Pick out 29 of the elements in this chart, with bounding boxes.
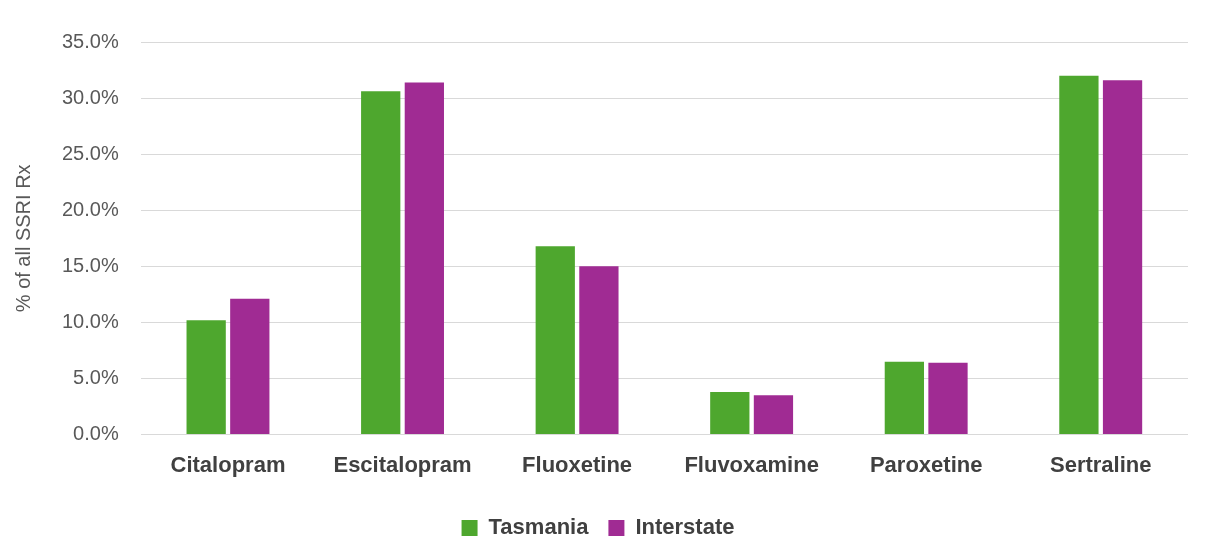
bar bbox=[1102, 80, 1143, 435]
bar bbox=[753, 395, 794, 435]
x-tick-label: Fluoxetine bbox=[522, 451, 633, 477]
legend-label: Tasmania bbox=[488, 514, 590, 540]
x-tick-label: Fluvoxamine bbox=[684, 451, 819, 477]
bar bbox=[361, 91, 401, 435]
y-tick-label: 25.0% bbox=[61, 141, 119, 164]
bar bbox=[186, 320, 226, 435]
x-tick-label: Citalopram bbox=[170, 451, 286, 477]
bar bbox=[230, 298, 270, 435]
y-tick-label: 30.0% bbox=[61, 85, 119, 108]
bar bbox=[884, 361, 924, 435]
y-tick-label: 5.0% bbox=[73, 366, 119, 389]
y-tick-label: 15.0% bbox=[61, 253, 119, 276]
legend-label: Interstate bbox=[635, 514, 735, 540]
bar bbox=[535, 246, 575, 435]
bar bbox=[710, 391, 750, 435]
y-tick-label: 10.0% bbox=[61, 309, 119, 332]
bar bbox=[404, 82, 444, 435]
bar bbox=[579, 266, 619, 435]
x-tick-label: Escitalopram bbox=[333, 451, 472, 477]
x-tick-label: Sertraline bbox=[1049, 451, 1152, 477]
y-axis-title: % of all SSRI Rx bbox=[11, 164, 34, 313]
bar bbox=[1059, 75, 1099, 435]
bar bbox=[928, 362, 968, 435]
y-tick-label: 0.0% bbox=[73, 422, 119, 445]
x-tick-label: Paroxetine bbox=[869, 451, 983, 477]
y-tick-label: 20.0% bbox=[61, 197, 119, 220]
y-tick-label: 35.0% bbox=[61, 29, 119, 52]
